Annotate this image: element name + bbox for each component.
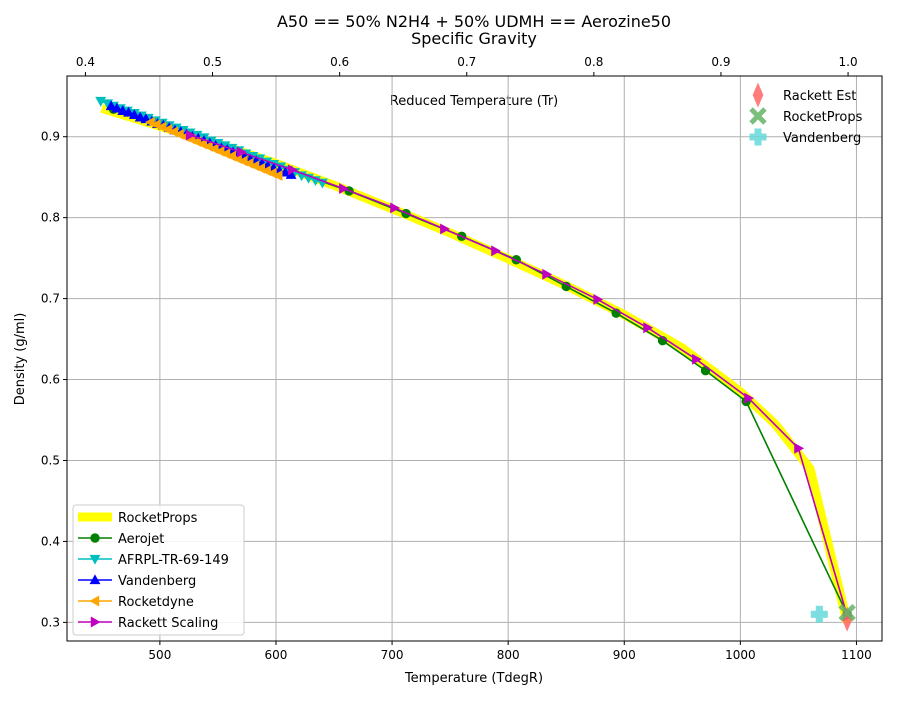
y-tick-label: 0.6 <box>41 373 60 387</box>
legend-top-marker <box>749 128 767 146</box>
top-tick-label: 0.9 <box>711 55 730 69</box>
data-point <box>288 164 298 176</box>
chart-title: A50 == 50% N2H4 + 50% UDMH == Aerozine50 <box>277 12 671 31</box>
critical-point-marker <box>838 603 856 622</box>
legend-marker <box>90 533 100 543</box>
data-point <box>105 100 117 111</box>
series-rackett-scaling <box>185 129 853 622</box>
reduced-temperature-annotation: Reduced Temperature (Tr) <box>390 94 558 109</box>
critical-point-marker <box>810 605 828 623</box>
legend-top-label: RocketProps <box>783 110 863 125</box>
top-tick-label: 1.0 <box>839 55 858 69</box>
top-tick-label: 0.6 <box>330 55 349 69</box>
legend-top-marker-group <box>749 128 767 146</box>
legend-entry: RocketProps <box>78 511 198 526</box>
legend-entry: Aerojet <box>78 532 164 547</box>
data-point <box>279 166 291 177</box>
x-tick-label: 700 <box>381 648 404 662</box>
legend-entry: Rocketdyne <box>78 595 194 610</box>
data-point <box>111 102 123 113</box>
x-tick-label: 1100 <box>841 648 872 662</box>
y-tick-label: 0.8 <box>41 211 60 225</box>
legend-top-label: Rackett Est <box>783 89 856 104</box>
plot-frame <box>66 75 883 642</box>
legend-label: Rackett Scaling <box>118 616 218 631</box>
x-tick-label: 900 <box>613 648 636 662</box>
data-point <box>272 170 283 182</box>
legend-top-entry: Rackett Est <box>752 82 856 108</box>
y-tick-label: 0.5 <box>41 453 60 467</box>
legend-label: Vandenberg <box>118 574 196 589</box>
top-tick-label: 0.7 <box>457 55 476 69</box>
top-tick-label: 0.4 <box>76 55 95 69</box>
top-tick-label: 0.5 <box>203 55 222 69</box>
legend-entry: Vandenberg <box>78 574 196 589</box>
legend-marker <box>89 574 101 585</box>
data-point <box>744 392 755 404</box>
x-tick-label: 600 <box>265 648 288 662</box>
top-tick-label: 0.8 <box>584 55 603 69</box>
data-point <box>643 322 654 334</box>
x-axis-label: Temperature (TdegR) <box>404 671 543 686</box>
legend-label: AFRPL-TR-69-149 <box>118 553 229 568</box>
data-point <box>390 202 401 214</box>
legend-label: Aerojet <box>118 532 164 547</box>
data-point <box>593 293 604 305</box>
data-point <box>440 223 450 235</box>
data-point <box>128 109 140 120</box>
data-point <box>236 146 247 158</box>
critical-point-vandenberg <box>810 605 828 623</box>
legend-bottom-box <box>72 504 245 636</box>
y-axis-label: Density (g/ml) <box>13 313 28 406</box>
data-point <box>491 245 502 257</box>
data-point <box>794 442 805 454</box>
chart-subtitle: Specific Gravity <box>411 29 537 48</box>
legend-entry: Rackett Scaling <box>78 616 218 631</box>
data-point <box>692 353 702 365</box>
legend-top-marker-group <box>752 82 764 108</box>
series-line <box>189 134 848 617</box>
critical-point-rocketprops <box>838 603 856 622</box>
legend-top-label: Vandenberg <box>783 131 861 146</box>
data-point <box>117 105 129 115</box>
y-tick-label: 0.3 <box>41 615 60 629</box>
x-tick-label: 500 <box>148 648 171 662</box>
legend-label: RocketProps <box>118 511 198 526</box>
legend-label: Rocketdyne <box>118 595 194 610</box>
legend-marker <box>89 595 100 607</box>
legend-top-marker-group <box>749 107 767 125</box>
data-point <box>134 111 146 122</box>
y-tick-label: 0.7 <box>41 292 60 306</box>
legend-entry: AFRPL-TR-69-149 <box>78 553 229 568</box>
y-tick-label: 0.4 <box>41 534 60 548</box>
legend-marker <box>89 554 101 565</box>
legend-top-entry: RocketProps <box>749 107 863 125</box>
legend-top-entry: Vandenberg <box>749 128 861 146</box>
legend-top-marker <box>752 82 764 108</box>
data-point <box>339 183 349 194</box>
x-tick-label: 1000 <box>725 648 756 662</box>
data-point <box>123 106 134 117</box>
data-point <box>542 268 553 280</box>
legend-marker <box>90 616 101 628</box>
y-tick-label: 0.9 <box>41 130 60 144</box>
x-tick-label: 800 <box>497 648 520 662</box>
data-point <box>185 129 196 141</box>
legend-top-marker <box>749 107 767 125</box>
